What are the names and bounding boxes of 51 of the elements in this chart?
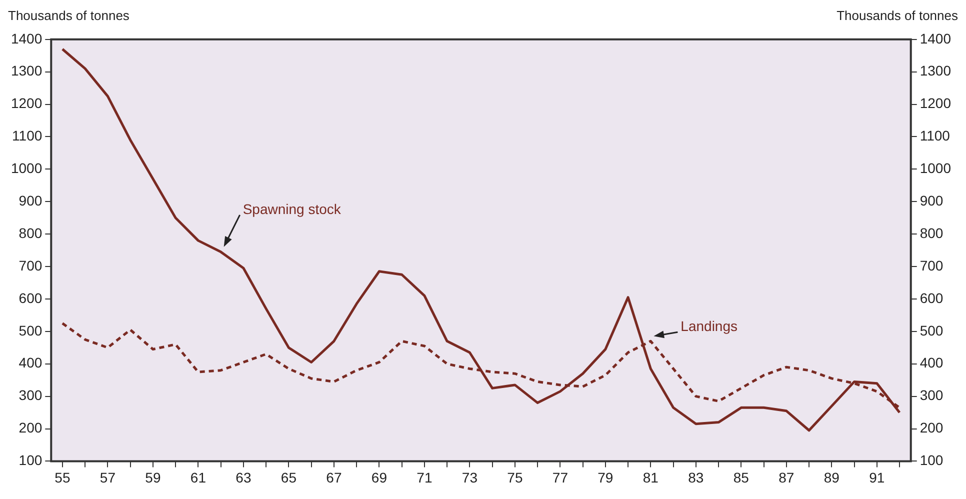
y-tick-label: 700: [18, 257, 42, 274]
x-tick-label: 73: [462, 469, 478, 486]
x-tick-label: 61: [190, 469, 206, 486]
x-tick-label: 67: [326, 469, 342, 486]
y2-tick-label: 100: [920, 452, 944, 468]
y2-tick-label: 1100: [920, 128, 950, 144]
y-tick-label: 1100: [12, 128, 42, 144]
x-tick-label: 87: [778, 469, 794, 486]
y2-tick-label: 1000: [920, 160, 952, 176]
y-tick-label: 500: [18, 322, 42, 338]
y2-tick-label: 1200: [920, 95, 952, 112]
x-tick-label: 59: [145, 469, 161, 486]
y-tick-label: 200: [18, 420, 42, 436]
x-tick-label: 91: [869, 469, 885, 486]
x-tick-label: 77: [552, 469, 568, 486]
y-tick-label: 1400: [10, 30, 42, 46]
y2-tick-label: 800: [920, 224, 944, 241]
x-tick-label: 89: [824, 469, 840, 486]
y-tick-label: 600: [18, 290, 42, 306]
y2-tick-label: 500: [920, 322, 944, 338]
series-label: Landings: [680, 318, 738, 334]
y2-tick-label: 400: [920, 354, 944, 371]
y2-tick-label: 1300: [920, 62, 952, 79]
y-tick-label: 1000: [10, 160, 42, 176]
x-tick-label: 71: [416, 469, 432, 486]
x-tick-label: 83: [688, 469, 704, 486]
text: Spawning stock: [242, 200, 342, 217]
x-tick-label: 57: [100, 469, 116, 486]
y-tick-label: 400: [18, 354, 42, 371]
x-tick-label: 69: [371, 469, 388, 486]
x-tick-label: 63: [236, 469, 252, 486]
y2-tick-label: 600: [920, 290, 944, 306]
y2-tick-label: 200: [920, 420, 944, 436]
x-tick-label: 75: [507, 469, 523, 486]
y-tick-label: 800: [18, 224, 42, 241]
x-tick-label: 55: [54, 469, 70, 486]
y2-axis-title: Thousands of tonnes: [836, 8, 958, 25]
y-tick-label: 1200: [10, 95, 42, 112]
y-tick-label: 900: [18, 192, 42, 208]
y-tick-label: 100: [18, 452, 42, 468]
y-axis-title: Thousands of tonnes: [8, 8, 130, 25]
y2-tick-label: 700: [920, 257, 944, 274]
y2-tick-label: 300: [920, 387, 944, 404]
x-tick-label: 79: [598, 469, 614, 486]
y2-tick-label: 900: [920, 192, 944, 208]
y2-tick-label: 1400: [920, 30, 952, 46]
y-tick-label: 1300: [10, 62, 42, 79]
x-tick-label: 65: [280, 469, 297, 486]
x-tick-label: 81: [642, 469, 659, 486]
y-tick-label: 300: [18, 387, 42, 404]
x-tick-label: 85: [733, 469, 750, 486]
